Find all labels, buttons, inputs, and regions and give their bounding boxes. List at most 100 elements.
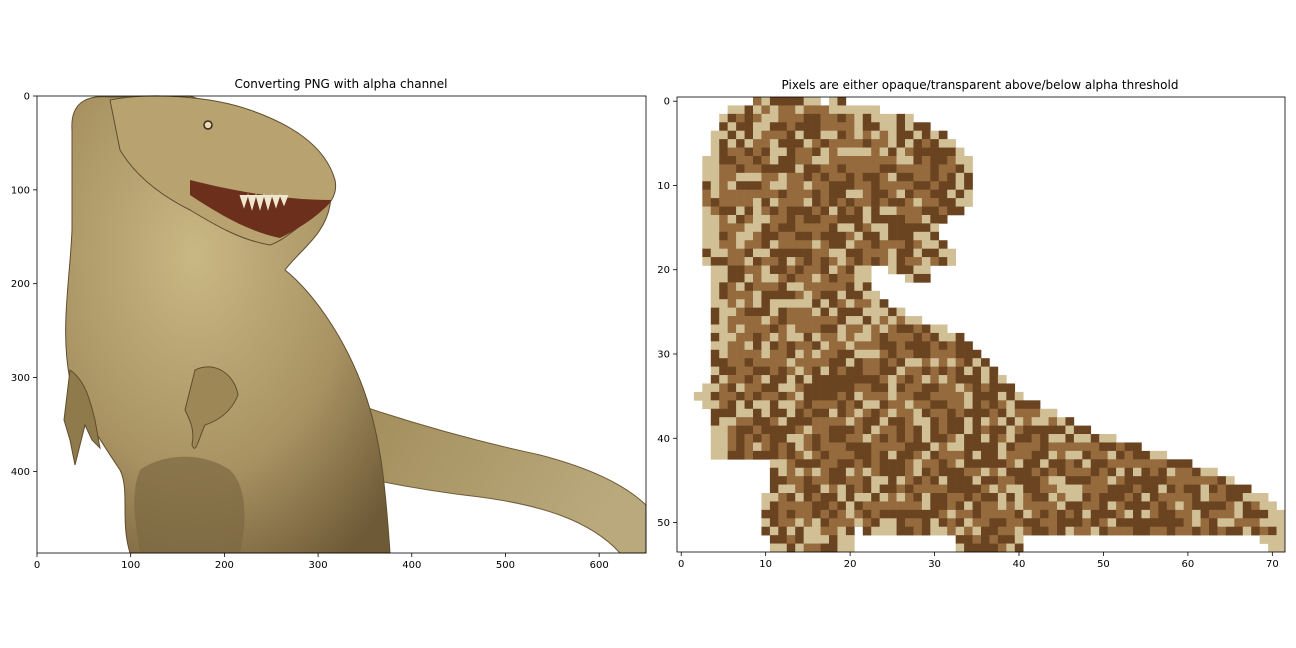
pixel-cell [744,307,754,317]
pixel-cell [837,366,847,376]
pixel-cell [871,459,880,469]
pixel-cell [845,509,855,519]
pixel-cell [1082,434,1092,443]
pixel-cell [1006,526,1016,536]
pixel-cell [896,341,906,351]
pixel-cell [905,164,914,174]
pixel-cell [710,450,720,460]
pixel-cell [736,273,745,283]
pixel-cell [1014,467,1024,477]
pixel-cell [736,375,745,384]
pixel-cell [1040,526,1049,536]
pixel-cell [761,164,771,174]
pixel-cell [744,375,754,384]
pixel-cell [938,366,948,376]
pixel-cell [964,493,973,502]
pixel-cell [744,366,754,376]
pixel-cell [955,434,965,443]
pixel-cell [1014,543,1024,553]
pixel-cell [769,493,779,502]
pixel-cell [702,206,712,216]
pixel-cell [778,155,788,165]
pixel-cell [879,341,889,351]
pixel-cell [829,290,838,300]
pixel-cell [1048,408,1058,418]
pixel-cell [1268,518,1277,528]
pixel-cell [845,493,855,502]
pixel-cell [803,122,813,132]
pixel-cell [879,400,889,410]
pixel-cell [871,113,880,123]
pixel-cell [1166,459,1176,469]
pixel-cell [981,358,990,367]
pixel-cell [938,349,948,359]
pixel-cell [879,316,889,325]
pixel-cell [997,535,1007,544]
pixel-cell [1090,467,1100,477]
pixel-cell [744,206,754,216]
pixel-cell [786,147,796,157]
left-panel-title: Converting PNG with alpha channel [234,77,448,91]
pixel-cell [845,366,855,376]
pixel-cell [871,214,880,224]
pixel-cell [778,240,788,249]
pixel-cell [955,181,965,190]
pixel-cell [997,442,1007,452]
pixel-cell [905,476,914,485]
pixel-cell [761,240,771,249]
pixel-cell [1006,417,1016,426]
pixel-cell [778,122,788,132]
pixel-cell [727,434,737,443]
pixel-cell [1124,476,1134,485]
pixel-cell [786,332,796,342]
pixel-cell [871,375,880,384]
pixel-cell [896,425,906,435]
pixel-cell [1217,509,1227,519]
pixel-cell [989,501,999,511]
pixel-cell [693,391,703,401]
pixel-cell [761,105,771,115]
pixel-cell [761,130,771,140]
pixel-cell [989,391,999,401]
pixel-cell [744,400,754,410]
pixel-cell [769,206,779,216]
pixel-cell [921,450,931,460]
pixel-cell [913,189,923,199]
pixel-cell [702,223,712,233]
pixel-cell [896,484,906,494]
pixel-cell [736,198,745,207]
pixel-cell [930,434,940,443]
pixel-cell [829,535,838,544]
pixel-cell [896,391,906,401]
pixel-cell [972,434,982,443]
pixel-cell [871,130,880,140]
pixel-cell [1040,467,1049,477]
pixel-cell [727,130,737,140]
pixel-cell [854,476,864,485]
pixel-cell [837,273,847,283]
pixel-cell [1014,450,1024,460]
pixel-cell [736,349,745,359]
pixel-cell [938,198,948,207]
right-axes-frame [676,96,1286,553]
pixel-cell [1090,501,1100,511]
pixel-cell [795,223,804,233]
trex-leg [134,456,245,553]
pixel-cell [753,307,762,317]
pixel-cell [1225,518,1235,528]
pixel-cell [896,113,906,123]
pixel-cell [845,349,855,359]
pixel-cell [930,164,940,174]
pixel-cell [812,375,821,384]
pixel-cell [1192,467,1201,477]
pixel-cell [829,299,838,308]
pixel-cell [1031,493,1041,502]
pixel-cell [1082,526,1092,536]
pixel-cell [955,172,965,182]
pixel-cell [997,408,1007,418]
pixel-cell [871,181,880,190]
pixel-cell [888,223,897,233]
pixel-cell [812,425,821,435]
pixel-cell [820,535,830,544]
pixel-cell [879,214,889,224]
